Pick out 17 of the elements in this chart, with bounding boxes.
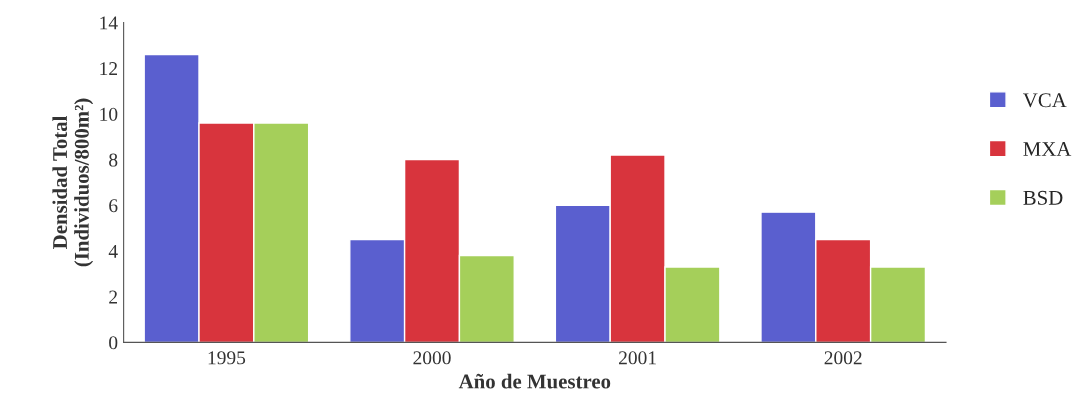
y-tick-label: 2	[109, 290, 117, 304]
legend-label: BSD	[1023, 190, 1063, 205]
x-tick-label: 1995	[208, 351, 246, 365]
x-axis-title: Año de Muestreo	[458, 373, 611, 389]
y-axis-title: Densidad Total (Individuos/800m²)	[52, 98, 94, 267]
x-tick-label: 2000	[413, 351, 451, 365]
y-tick-label: 12	[100, 62, 117, 75]
x-tick-label: 2001	[619, 351, 656, 365]
y-tick-label: 6	[109, 199, 118, 213]
y-tick-label: 14	[100, 16, 118, 30]
y-tick-label: 10	[100, 107, 118, 121]
y-tick-label: 0	[109, 336, 118, 350]
legend-label: MXA	[1023, 142, 1072, 156]
x-tick-label: 2002	[824, 351, 862, 365]
y-tick-label: 8	[109, 153, 118, 167]
y-tick-label: 4	[108, 244, 118, 258]
legend-label: VCA	[1022, 93, 1067, 108]
